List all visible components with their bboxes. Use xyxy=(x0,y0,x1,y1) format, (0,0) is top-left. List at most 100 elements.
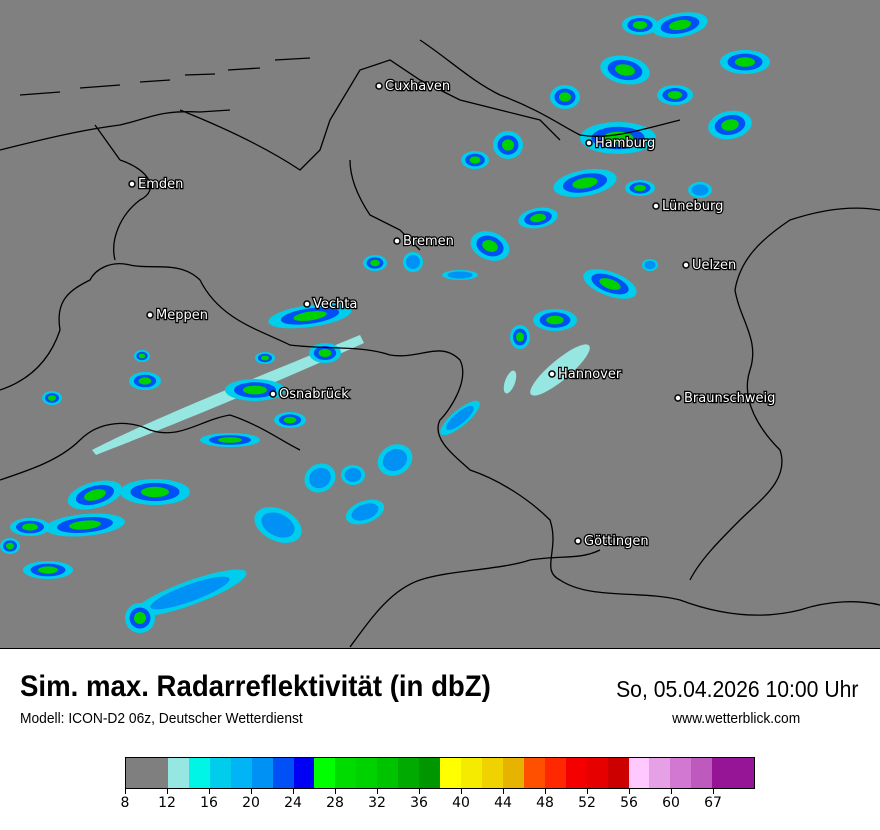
state-border-2 xyxy=(689,207,880,581)
precipitation-cell xyxy=(351,503,379,521)
legend-tick xyxy=(503,789,504,794)
precipitation-cell xyxy=(602,131,634,145)
legend-swatch xyxy=(544,758,566,788)
city-label: Osnabrück xyxy=(279,387,349,402)
precipitation-cell xyxy=(261,512,295,538)
precipitation-cell xyxy=(546,315,564,325)
precipitation-cell xyxy=(446,405,474,431)
legend-tick-label: 52 xyxy=(578,795,596,811)
precipitation-cell xyxy=(735,57,755,67)
precipitation-band xyxy=(92,335,364,455)
legend-tick-label: 44 xyxy=(494,795,512,811)
legend-tick-label: 60 xyxy=(662,795,680,811)
legend-tick xyxy=(125,789,126,794)
legend-swatch xyxy=(272,758,294,788)
city-label: Bremen xyxy=(403,234,454,249)
precipitation-cell xyxy=(22,523,38,531)
legend-tick-label: 40 xyxy=(452,795,470,811)
legend-tick xyxy=(461,789,462,794)
elbe-river xyxy=(419,39,681,137)
legend-swatch xyxy=(502,758,524,788)
legend-swatch xyxy=(398,758,420,788)
precipitation-cell xyxy=(283,416,297,424)
city-dot xyxy=(574,537,582,545)
precipitation-layer xyxy=(0,12,770,633)
color-legend xyxy=(125,757,755,789)
precipitation-cell xyxy=(344,468,362,482)
legend-tick xyxy=(209,789,210,794)
legend-swatch xyxy=(691,758,713,788)
legend-tick xyxy=(713,789,714,794)
city-label: Braunschweig xyxy=(684,391,775,406)
city-dot xyxy=(674,394,682,402)
legend-swatch xyxy=(167,758,189,788)
legend-tick-label: 20 xyxy=(242,795,260,811)
legend-tick-label: 28 xyxy=(326,795,344,811)
legend-swatch xyxy=(251,758,273,788)
precipitation-cell xyxy=(138,377,152,385)
city-dot xyxy=(393,237,401,245)
legend-swatch xyxy=(586,758,608,788)
precipitation-cell xyxy=(309,467,331,489)
legend-swatch xyxy=(419,758,441,788)
legend-tick-label: 32 xyxy=(368,795,386,811)
precipitation-cell xyxy=(141,486,169,498)
legend-tick xyxy=(419,789,420,794)
city-marker: Emden xyxy=(128,176,185,193)
city-dot xyxy=(585,139,593,147)
city-dot xyxy=(548,370,556,378)
city-label: Hamburg xyxy=(595,136,655,151)
city-marker: Bremen xyxy=(393,233,455,250)
legend-swatch xyxy=(293,758,315,788)
coastline-islands xyxy=(19,57,311,96)
legend-swatch xyxy=(565,758,587,788)
legend-swatch xyxy=(377,758,399,788)
legend-swatch xyxy=(440,758,461,788)
precipitation-cell xyxy=(218,437,242,443)
precipitation-cell xyxy=(599,278,621,290)
map-title: Sim. max. Radarreflektivität (in dbZ) xyxy=(20,670,491,703)
precipitation-cell xyxy=(572,177,598,189)
city-label: Meppen xyxy=(156,308,208,323)
legend-tick xyxy=(629,789,630,794)
radar-map: Cuxhaven Hamburg Emden Lüneburg Bremen Uelzen… xyxy=(0,0,880,649)
city-label: Göttingen xyxy=(584,534,649,549)
legend-swatch xyxy=(335,758,357,788)
city-label: Vechta xyxy=(313,297,357,312)
precipitation-cell xyxy=(667,91,683,99)
precipitation-cell xyxy=(370,259,380,267)
legend-tick xyxy=(377,789,378,794)
cities-layer: Cuxhaven Hamburg Emden Lüneburg Bremen Uelzen… xyxy=(128,78,777,550)
precipitation-cell xyxy=(530,213,546,223)
precipitation-cell xyxy=(261,355,269,361)
map-canvas: Cuxhaven Hamburg Emden Lüneburg Bremen Uelzen… xyxy=(0,12,880,648)
website-link[interactable]: www.wetterblick.com xyxy=(671,710,800,727)
city-dot xyxy=(375,82,383,90)
precipitation-cell xyxy=(634,184,646,192)
legend-swatch xyxy=(649,758,671,788)
precipitation-cell xyxy=(516,332,524,342)
precipitation-cell xyxy=(84,489,106,501)
city-marker: Hannover xyxy=(548,366,623,383)
legend-tick-label: 56 xyxy=(620,795,638,811)
legend-tick xyxy=(671,789,672,794)
city-dot xyxy=(682,261,690,269)
borders-coastline xyxy=(0,39,880,648)
legend-swatch xyxy=(481,758,503,788)
city-dot xyxy=(303,300,311,308)
precipitation-cell xyxy=(138,353,146,359)
city-dot xyxy=(269,390,277,398)
legend-swatch xyxy=(670,758,692,788)
precipitation-cell xyxy=(150,576,230,610)
precipitation-cell xyxy=(502,139,514,151)
city-marker: Vechta xyxy=(303,296,359,313)
legend-swatch xyxy=(314,758,336,788)
legend-tick xyxy=(545,789,546,794)
legend-swatch xyxy=(461,758,482,788)
city-label: Lüneburg xyxy=(662,199,723,214)
state-border-3 xyxy=(0,414,301,481)
precipitation-cell xyxy=(69,520,101,530)
legend-swatch xyxy=(523,758,545,788)
precipitation-cell xyxy=(38,566,58,574)
legend-ticks: 8 12 16 20 24 28 32 36 40 44 48 52 56 60 67 xyxy=(121,789,755,819)
